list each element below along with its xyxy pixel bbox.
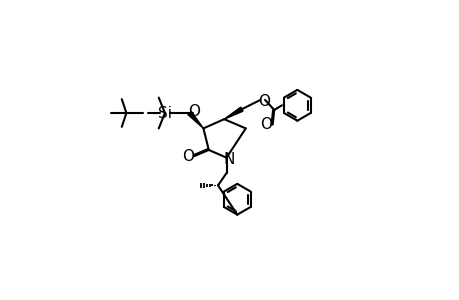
Text: O: O — [188, 104, 200, 119]
Polygon shape — [224, 107, 242, 119]
Text: Si: Si — [157, 106, 172, 121]
Polygon shape — [187, 112, 203, 128]
Text: N: N — [224, 152, 235, 167]
Text: O: O — [182, 148, 194, 164]
Text: O: O — [259, 117, 271, 132]
Text: O: O — [257, 94, 269, 109]
